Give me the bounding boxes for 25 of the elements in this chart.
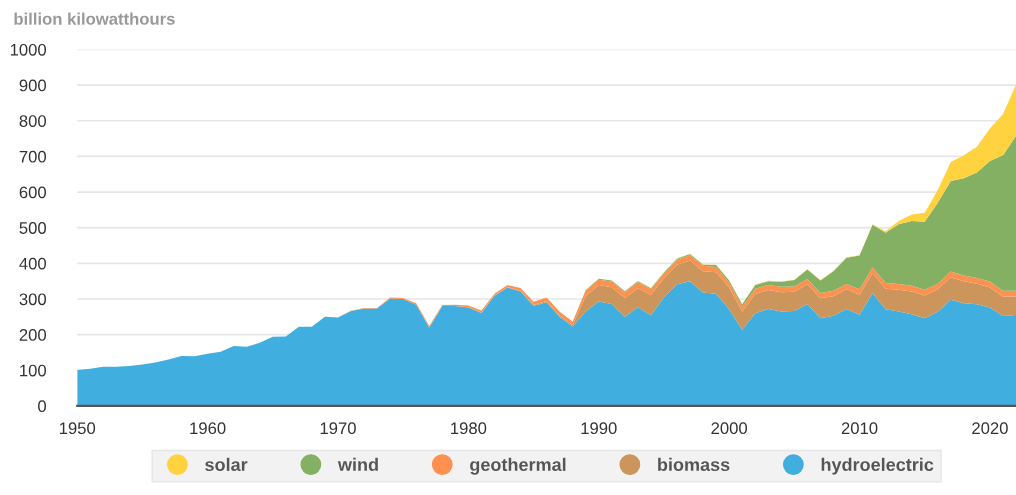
y-tick-label: 100	[20, 364, 47, 377]
legend-label: hydroelectric	[821, 457, 934, 475]
y-tick-label: 0	[38, 400, 47, 413]
x-tick-label: 2000	[711, 422, 748, 435]
legend-label: geothermal	[470, 457, 566, 475]
x-tick-label: 2010	[841, 422, 878, 435]
y-tick-label: 300	[19, 293, 47, 306]
y-tick-label: 600	[19, 186, 47, 199]
x-tick-label: 2020	[972, 422, 1008, 435]
legend-label: solar	[205, 457, 248, 472]
y-tick-label: 700	[19, 150, 47, 163]
legend-label: wind	[337, 457, 378, 472]
x-tick-label: 1950	[59, 422, 96, 435]
y-tick-label: 500	[19, 222, 47, 234]
y-tick-label: 1000	[10, 43, 47, 56]
y-tick-label: 400	[19, 257, 47, 270]
y-axis-title: billion kilowatthours	[14, 12, 175, 25]
y-tick-label: 800	[19, 115, 47, 127]
y-tick-label: 900	[19, 79, 47, 92]
x-tick-label: 1990	[581, 422, 617, 435]
x-tick-label: 1970	[320, 422, 356, 435]
legend-label: biomass	[658, 457, 730, 472]
x-tick-label: 1980	[451, 422, 487, 435]
y-tick-label: 200	[19, 329, 47, 341]
x-tick-label: 1960	[190, 422, 226, 435]
